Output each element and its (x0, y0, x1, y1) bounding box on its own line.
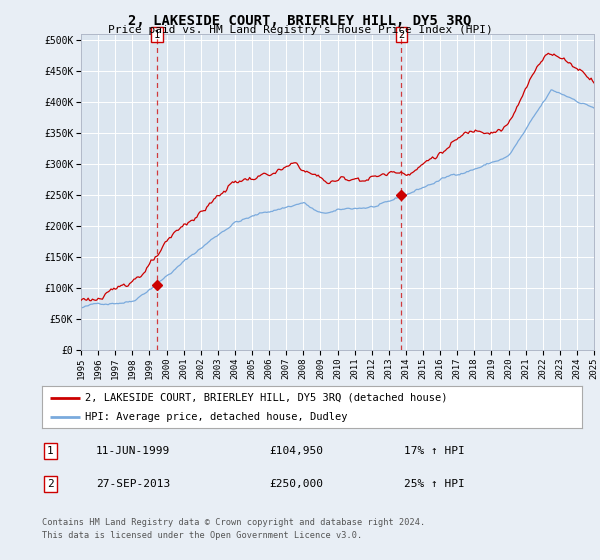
Text: 1: 1 (154, 30, 160, 40)
Text: £250,000: £250,000 (269, 479, 323, 489)
Text: 2: 2 (398, 30, 404, 40)
Text: 17% ↑ HPI: 17% ↑ HPI (404, 446, 464, 456)
Text: 11-JUN-1999: 11-JUN-1999 (96, 446, 170, 456)
Text: 2, LAKESIDE COURT, BRIERLEY HILL, DY5 3RQ: 2, LAKESIDE COURT, BRIERLEY HILL, DY5 3R… (128, 14, 472, 28)
Text: This data is licensed under the Open Government Licence v3.0.: This data is licensed under the Open Gov… (42, 531, 362, 540)
Text: £104,950: £104,950 (269, 446, 323, 456)
Text: Contains HM Land Registry data © Crown copyright and database right 2024.: Contains HM Land Registry data © Crown c… (42, 518, 425, 527)
Text: 27-SEP-2013: 27-SEP-2013 (96, 479, 170, 489)
Text: 2, LAKESIDE COURT, BRIERLEY HILL, DY5 3RQ (detached house): 2, LAKESIDE COURT, BRIERLEY HILL, DY5 3R… (85, 393, 448, 403)
Text: 2: 2 (47, 479, 53, 489)
Text: 1: 1 (47, 446, 53, 456)
Text: Price paid vs. HM Land Registry's House Price Index (HPI): Price paid vs. HM Land Registry's House … (107, 25, 493, 35)
Text: HPI: Average price, detached house, Dudley: HPI: Average price, detached house, Dudl… (85, 412, 348, 422)
Text: 25% ↑ HPI: 25% ↑ HPI (404, 479, 464, 489)
